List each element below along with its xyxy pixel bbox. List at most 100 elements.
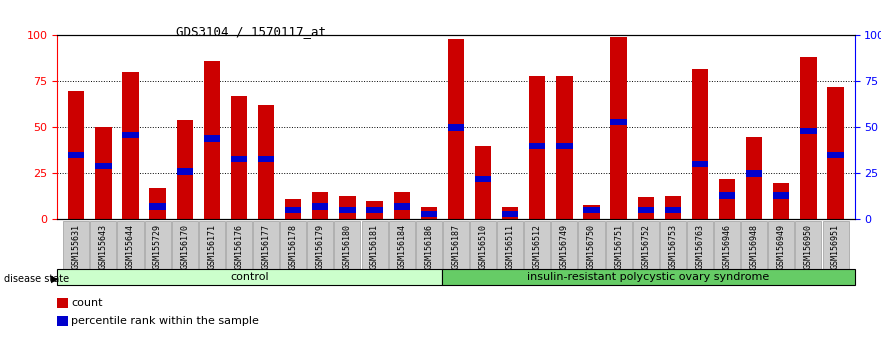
Bar [556,143,573,149]
Text: GSM156511: GSM156511 [506,224,515,269]
Text: GSM156949: GSM156949 [777,224,786,269]
Bar [692,69,708,219]
FancyBboxPatch shape [470,221,496,271]
Bar [719,192,736,199]
FancyBboxPatch shape [524,221,551,271]
FancyBboxPatch shape [796,221,821,271]
Bar [529,143,545,149]
Bar [448,39,464,219]
Text: GSM156170: GSM156170 [181,224,189,269]
FancyBboxPatch shape [552,221,577,271]
FancyBboxPatch shape [172,221,197,271]
Text: insulin-resistant polycystic ovary syndrome: insulin-resistant polycystic ovary syndr… [527,272,769,282]
FancyBboxPatch shape [823,221,848,271]
Bar [68,152,85,158]
Bar [258,105,274,219]
FancyBboxPatch shape [579,221,604,271]
Bar [611,37,626,219]
Text: control: control [231,272,269,282]
Text: GSM156948: GSM156948 [750,224,759,269]
Bar [312,192,329,219]
Bar [258,155,274,162]
Bar [150,188,166,219]
Text: GSM156950: GSM156950 [804,224,813,269]
Bar [95,163,112,169]
Bar [176,120,193,219]
Bar [176,169,193,175]
Text: ▶: ▶ [51,274,59,284]
Text: GSM156753: GSM156753 [669,224,677,269]
Bar [719,179,736,219]
Text: GSM156749: GSM156749 [560,224,569,269]
Text: GSM156510: GSM156510 [478,224,487,269]
Bar [366,207,382,213]
Bar [638,198,654,219]
Text: GSM156176: GSM156176 [234,224,243,269]
Bar [231,96,247,219]
FancyBboxPatch shape [226,221,252,271]
Text: GSM156180: GSM156180 [343,224,352,269]
FancyBboxPatch shape [91,221,116,271]
Text: GSM156187: GSM156187 [451,224,461,269]
FancyBboxPatch shape [144,221,171,271]
Bar [122,72,138,219]
Bar [285,207,301,213]
FancyBboxPatch shape [687,221,713,271]
FancyBboxPatch shape [714,221,740,271]
Bar [475,176,492,182]
Bar [95,127,112,219]
Bar [475,146,492,219]
Bar [827,152,844,158]
Text: GSM156751: GSM156751 [614,224,623,269]
Bar [204,135,220,142]
Bar [800,128,817,134]
Bar [448,124,464,131]
Text: GSM156752: GSM156752 [641,224,650,269]
Bar [583,207,600,213]
Text: GSM156184: GSM156184 [397,224,406,269]
FancyBboxPatch shape [768,221,795,271]
Text: count: count [71,298,103,308]
Text: GDS3104 / 1570117_at: GDS3104 / 1570117_at [176,25,326,38]
Bar [502,207,518,219]
Text: GSM155644: GSM155644 [126,224,135,269]
Bar [529,76,545,219]
Bar [502,211,518,217]
Text: GSM156179: GSM156179 [315,224,325,269]
Text: GSM155729: GSM155729 [153,224,162,269]
FancyBboxPatch shape [199,221,225,271]
Bar [746,137,762,219]
FancyBboxPatch shape [741,221,767,271]
Bar [638,207,654,213]
Text: GSM155643: GSM155643 [99,224,107,269]
Bar [394,203,410,210]
Bar [285,199,301,219]
Bar [394,192,410,219]
FancyBboxPatch shape [442,269,855,285]
Bar [583,205,600,219]
Bar [774,183,789,219]
Bar [800,57,817,219]
FancyBboxPatch shape [117,221,144,271]
Text: GSM156177: GSM156177 [262,224,270,269]
FancyBboxPatch shape [63,221,89,271]
Bar [122,132,138,138]
FancyBboxPatch shape [57,269,442,285]
Bar [339,195,356,219]
FancyBboxPatch shape [253,221,279,271]
Text: GSM156171: GSM156171 [207,224,217,269]
FancyBboxPatch shape [280,221,307,271]
FancyBboxPatch shape [633,221,659,271]
Text: GSM156946: GSM156946 [722,224,731,269]
Bar [231,155,247,162]
Text: GSM155631: GSM155631 [71,224,81,269]
FancyBboxPatch shape [497,221,523,271]
Bar [827,87,844,219]
Bar [665,207,681,213]
FancyBboxPatch shape [389,221,415,271]
FancyBboxPatch shape [307,221,333,271]
FancyBboxPatch shape [443,221,469,271]
Bar [366,201,382,219]
FancyBboxPatch shape [361,221,388,271]
Text: disease state: disease state [4,274,70,284]
